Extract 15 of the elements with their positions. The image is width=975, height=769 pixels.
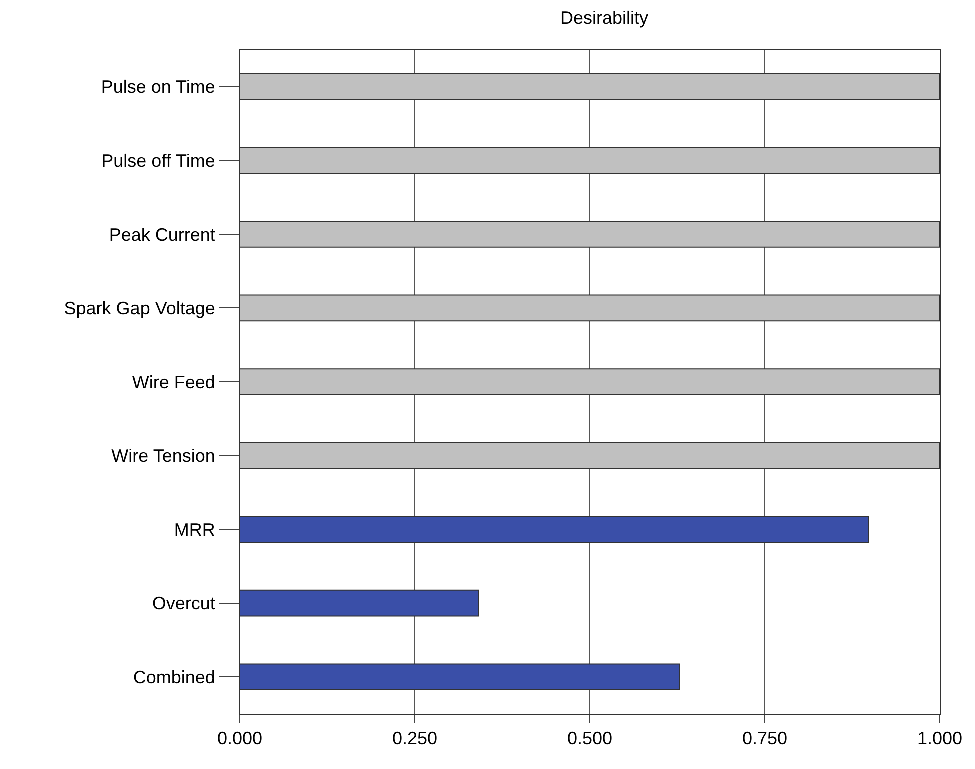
x-tick-label: 1.000 [917, 728, 963, 749]
x-tick-label: 0.250 [392, 728, 438, 749]
y-tick-label: Peak Current [109, 224, 216, 245]
y-tick-label: Wire Feed [132, 372, 216, 392]
y-tick-label: Pulse off Time [102, 150, 216, 171]
y-tick-label: Overcut [152, 594, 216, 614]
y-tick-label: Pulse on Time [101, 77, 216, 98]
x-tick-label: 0.750 [742, 728, 788, 749]
y-tick-label: Wire Tension [112, 446, 216, 466]
x-tick-label: 0.500 [567, 728, 613, 749]
y-tick-label: MRR [174, 520, 216, 540]
y-tick-label: Spark Gap Voltage [64, 298, 216, 319]
x-tick-label: 0.000 [217, 728, 263, 749]
y-tick-label: Combined [133, 667, 216, 688]
chart-title: Desirability [560, 8, 649, 28]
